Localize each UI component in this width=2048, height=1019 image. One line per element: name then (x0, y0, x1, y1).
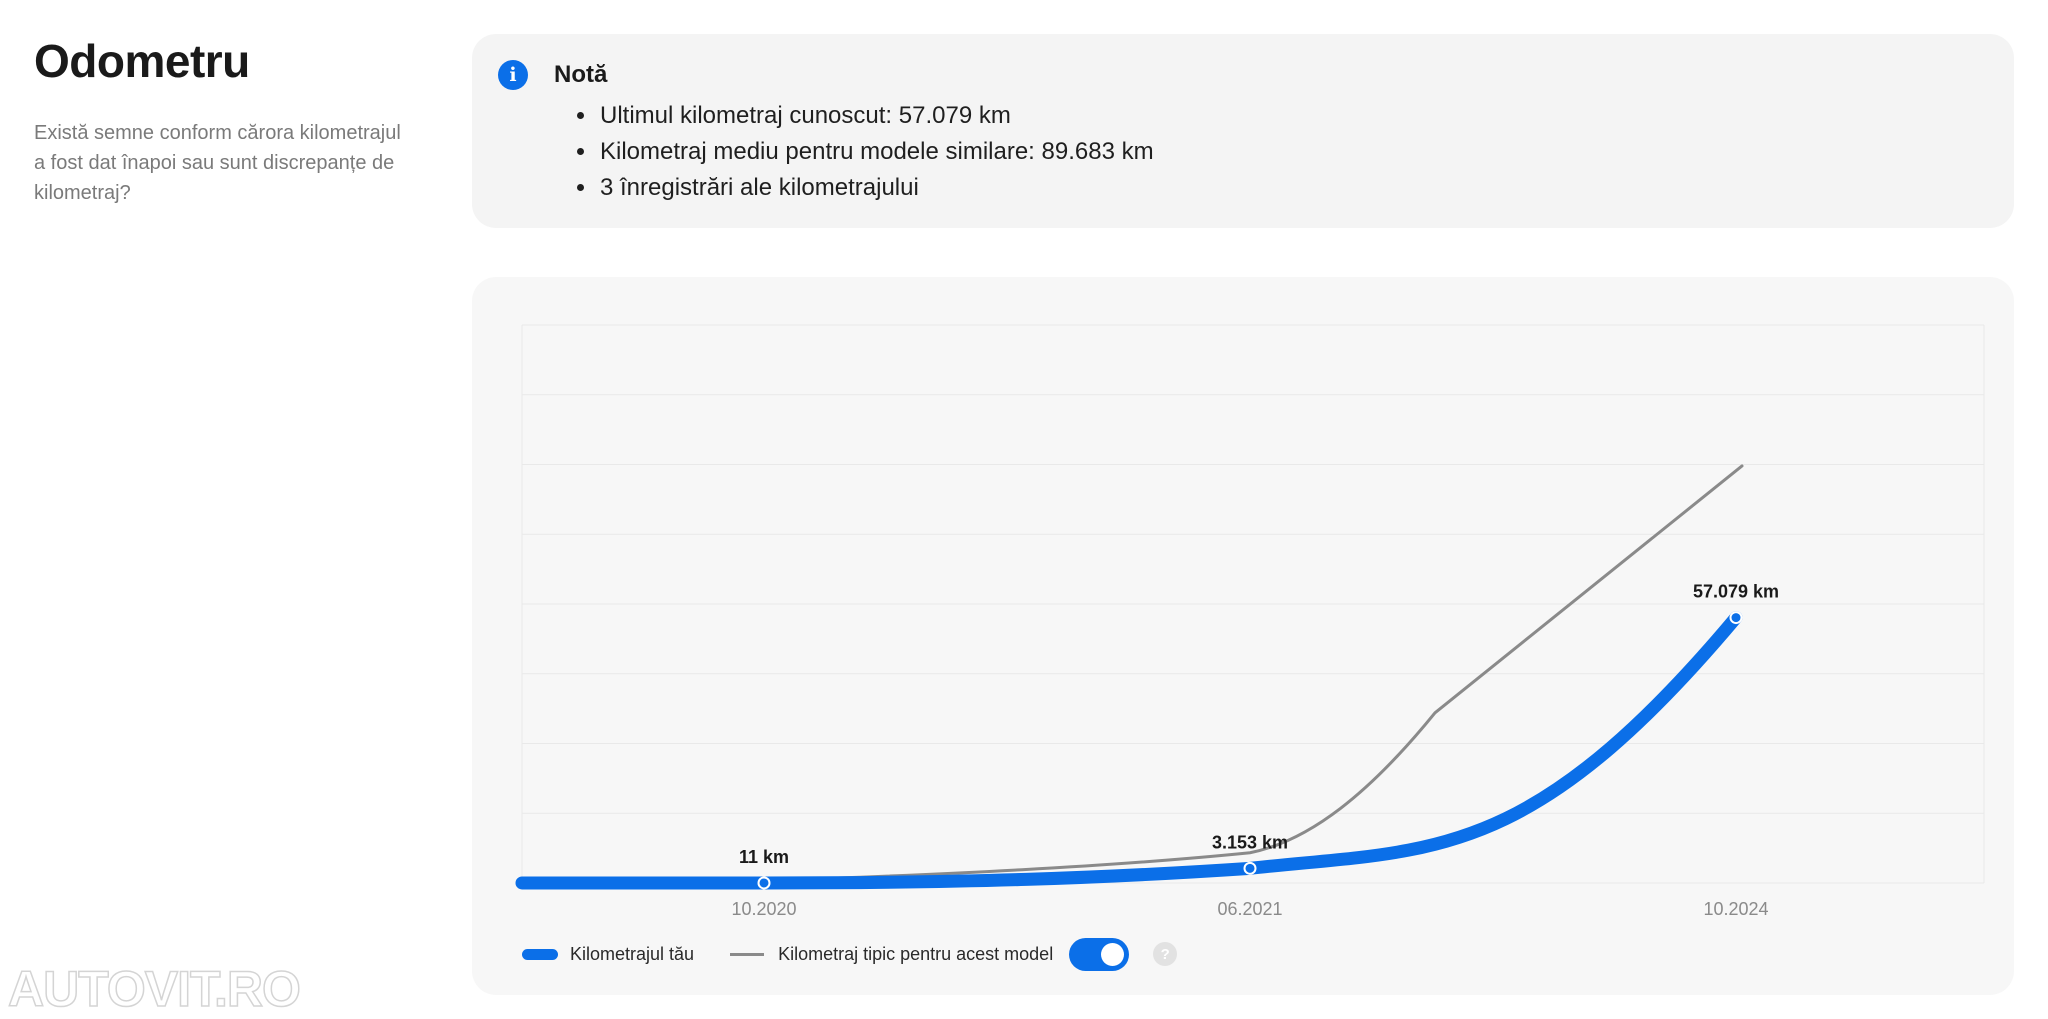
legend-label-typical-mileage: Kilometraj tipic pentru acest model (778, 943, 1054, 964)
data-point-second (1243, 861, 1257, 875)
toggle-knob (1101, 942, 1125, 966)
note-card: i Notă Ultimul kilometraj cunoscut: 57.0… (472, 34, 2014, 228)
data-point-first (757, 876, 771, 890)
info-icon: i (498, 60, 528, 90)
legend-label-your-mileage: Kilometrajul tău (570, 943, 695, 964)
x-tick-label: 10.2020 (731, 899, 796, 919)
data-point-last (1729, 611, 1743, 625)
x-tick-label: 06.2021 (1217, 899, 1282, 919)
data-label-first: 11 km (739, 847, 789, 867)
mileage-chart: 11 km 3.153 km 57.079 km 10.2020 06.2021 10.2… (515, 324, 1985, 919)
legend-swatch-your-mileage (522, 948, 558, 960)
note-item-records-count: 3 înregistrări ale kilometrajului (598, 170, 1154, 206)
mileage-chart-card: 11 km 3.153 km 57.079 km 10.2020 06.2021 10.2… (472, 277, 2014, 995)
help-icon[interactable]: ? (1153, 942, 1178, 966)
note-item-last-mileage: Ultimul kilometraj cunoscut: 57.079 km (598, 98, 1154, 134)
data-label-second: 3.153 km (1212, 832, 1288, 852)
typical-mileage-toggle[interactable] (1069, 937, 1130, 971)
note-title: Notă (554, 61, 608, 88)
data-label-last: 57.079 km (1693, 582, 1779, 602)
watermark-logo: AUTOVIT.RO (7, 960, 301, 1018)
note-list: Ultimul kilometraj cunoscut: 57.079 km K… (576, 98, 1154, 206)
chart-legend: Kilometrajul tău Kilometraj tipic pentru… (522, 937, 1178, 971)
legend-swatch-typical-mileage (730, 952, 765, 956)
page-title: Odometru (34, 35, 250, 87)
page-subtitle: Există semne conform cărora kilometrajul… (34, 122, 401, 204)
x-tick-label: 10.2024 (1703, 899, 1768, 919)
note-item-average-mileage: Kilometraj mediu pentru modele similare:… (598, 134, 1154, 170)
series-line-typical-mileage (762, 464, 1744, 883)
